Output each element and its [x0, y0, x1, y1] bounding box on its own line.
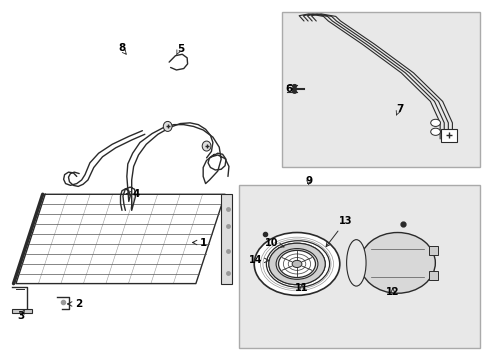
Bar — [282, 12, 479, 167]
Text: 1: 1 — [192, 238, 206, 248]
Text: 6: 6 — [285, 84, 296, 94]
Circle shape — [278, 250, 315, 278]
Text: 5: 5 — [176, 44, 183, 54]
Bar — [221, 194, 231, 284]
Text: 4: 4 — [126, 189, 140, 199]
Bar — [238, 185, 479, 348]
Text: 7: 7 — [396, 104, 403, 113]
Bar — [441, 129, 456, 142]
Circle shape — [292, 85, 296, 87]
Ellipse shape — [359, 233, 434, 293]
Circle shape — [430, 119, 440, 126]
Circle shape — [268, 243, 325, 285]
Circle shape — [254, 233, 339, 296]
Text: 11: 11 — [295, 283, 308, 293]
Text: 14: 14 — [248, 255, 268, 265]
Bar — [428, 246, 437, 255]
Text: 9: 9 — [305, 176, 312, 186]
Bar — [428, 271, 437, 280]
Bar — [12, 309, 31, 313]
Circle shape — [291, 260, 301, 267]
Circle shape — [430, 128, 440, 135]
Text: 13: 13 — [325, 216, 352, 247]
Text: 8: 8 — [118, 43, 125, 53]
Circle shape — [292, 90, 296, 93]
Ellipse shape — [163, 121, 172, 131]
Text: 3: 3 — [17, 311, 24, 321]
Ellipse shape — [346, 240, 366, 286]
Ellipse shape — [202, 141, 210, 151]
Circle shape — [292, 87, 296, 90]
Text: 10: 10 — [264, 238, 284, 248]
Text: 2: 2 — [67, 299, 82, 309]
Text: 12: 12 — [385, 287, 399, 297]
